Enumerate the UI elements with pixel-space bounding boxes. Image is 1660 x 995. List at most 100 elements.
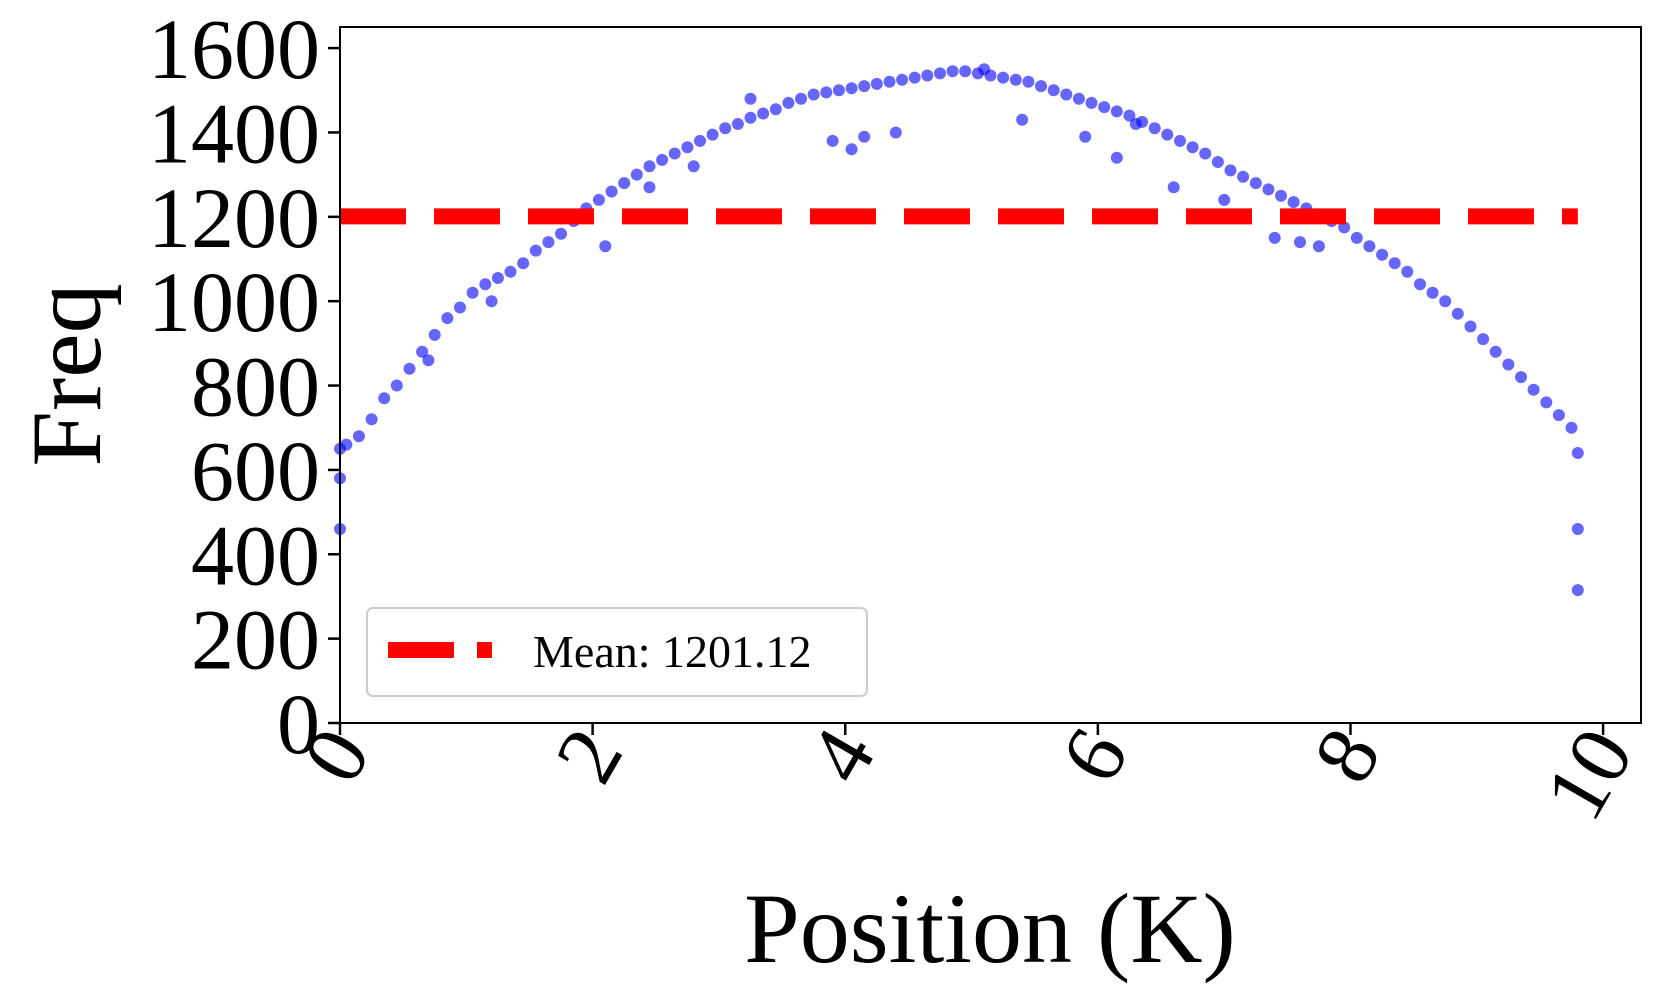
data-point — [978, 63, 991, 76]
data-point — [744, 111, 757, 124]
data-point — [491, 272, 504, 284]
data-point — [744, 92, 757, 105]
data-point — [390, 379, 403, 392]
data-point — [1060, 88, 1073, 101]
data-point — [1110, 151, 1123, 164]
data-point — [1110, 105, 1123, 118]
data-point — [883, 75, 896, 88]
data-point — [1527, 383, 1540, 396]
data-point — [1350, 231, 1363, 244]
data-point — [428, 328, 441, 341]
data-point — [1085, 96, 1098, 109]
data-point — [795, 92, 807, 105]
data-point — [1464, 320, 1477, 333]
data-point — [1009, 73, 1022, 86]
data-point — [454, 301, 466, 314]
data-point — [1477, 333, 1490, 346]
data-point — [416, 345, 429, 358]
data-point — [889, 126, 902, 139]
data-point — [656, 153, 669, 166]
data-point — [1211, 156, 1224, 168]
data-point — [845, 82, 858, 95]
data-point — [1224, 164, 1237, 177]
x-tick-label: 10 — [1525, 713, 1651, 835]
data-point — [934, 67, 946, 80]
data-point — [1186, 141, 1199, 154]
data-point — [1294, 236, 1306, 249]
data-point — [1035, 80, 1047, 93]
x-axis-ticks: 0 2 4 6 8 10 — [284, 713, 1652, 835]
data-point — [1161, 128, 1174, 141]
x-tick-label: 6 — [1042, 713, 1147, 798]
data-point — [592, 193, 605, 206]
data-point — [1565, 421, 1578, 434]
data-point — [1129, 118, 1142, 130]
data-point — [618, 177, 631, 190]
y-tick-label: 200 — [191, 592, 320, 688]
data-point — [1401, 265, 1414, 278]
data-point — [599, 240, 612, 253]
data-point — [959, 65, 972, 78]
data-point — [782, 96, 795, 109]
y-tick-label: 800 — [191, 339, 320, 435]
data-point — [1262, 183, 1275, 196]
y-tick-label: 0 — [277, 676, 320, 772]
data-point — [832, 84, 845, 97]
data-point — [1047, 84, 1060, 97]
data-point — [820, 86, 833, 99]
data-point — [1363, 240, 1376, 253]
data-point — [1016, 113, 1029, 126]
data-point — [681, 141, 694, 154]
data-point — [1098, 101, 1111, 114]
data-point — [1072, 92, 1085, 105]
data-point — [1540, 396, 1553, 409]
data-point — [1312, 240, 1325, 253]
data-point — [403, 362, 416, 375]
data-point — [858, 80, 871, 93]
data-point — [1338, 221, 1351, 234]
data-point — [1426, 286, 1439, 299]
data-point — [1515, 371, 1527, 384]
data-point — [542, 236, 555, 249]
data-point — [352, 430, 365, 443]
x-tick-label: 8 — [1294, 713, 1399, 798]
data-point — [668, 147, 681, 160]
x-tick-label: 0 — [284, 713, 389, 798]
data-point — [757, 107, 770, 120]
data-point — [1439, 295, 1452, 308]
data-point — [529, 244, 542, 257]
y-tick-label: 1000 — [148, 254, 320, 350]
points-layer — [334, 63, 1584, 597]
data-point — [1079, 130, 1092, 143]
data-point — [1237, 170, 1250, 183]
data-point — [719, 122, 732, 135]
data-point — [731, 118, 744, 130]
data-point — [769, 103, 782, 116]
data-point — [422, 354, 435, 367]
legend-mean-label: Mean: 1201.12 — [533, 626, 812, 677]
y-tick-label: 1400 — [148, 85, 320, 181]
data-point — [694, 134, 706, 147]
plot-frame — [339, 26, 1642, 724]
data-point — [1123, 109, 1136, 122]
data-point — [378, 392, 391, 405]
data-point — [1414, 278, 1426, 291]
data-point — [687, 160, 700, 173]
data-point — [1268, 231, 1281, 244]
data-point — [441, 312, 454, 325]
data-point — [858, 130, 871, 143]
legend: Mean: 1201.12 — [366, 607, 868, 697]
data-point — [479, 278, 492, 291]
data-point — [466, 286, 479, 299]
data-point — [1571, 584, 1584, 597]
data-point — [1376, 248, 1389, 261]
y-axis-label: Freq — [11, 283, 122, 466]
data-point — [997, 71, 1010, 84]
data-point — [340, 438, 353, 451]
y-tick-label: 1200 — [148, 170, 320, 266]
data-point — [946, 65, 959, 78]
data-point — [555, 227, 567, 240]
x-tick-label: 2 — [536, 713, 641, 798]
